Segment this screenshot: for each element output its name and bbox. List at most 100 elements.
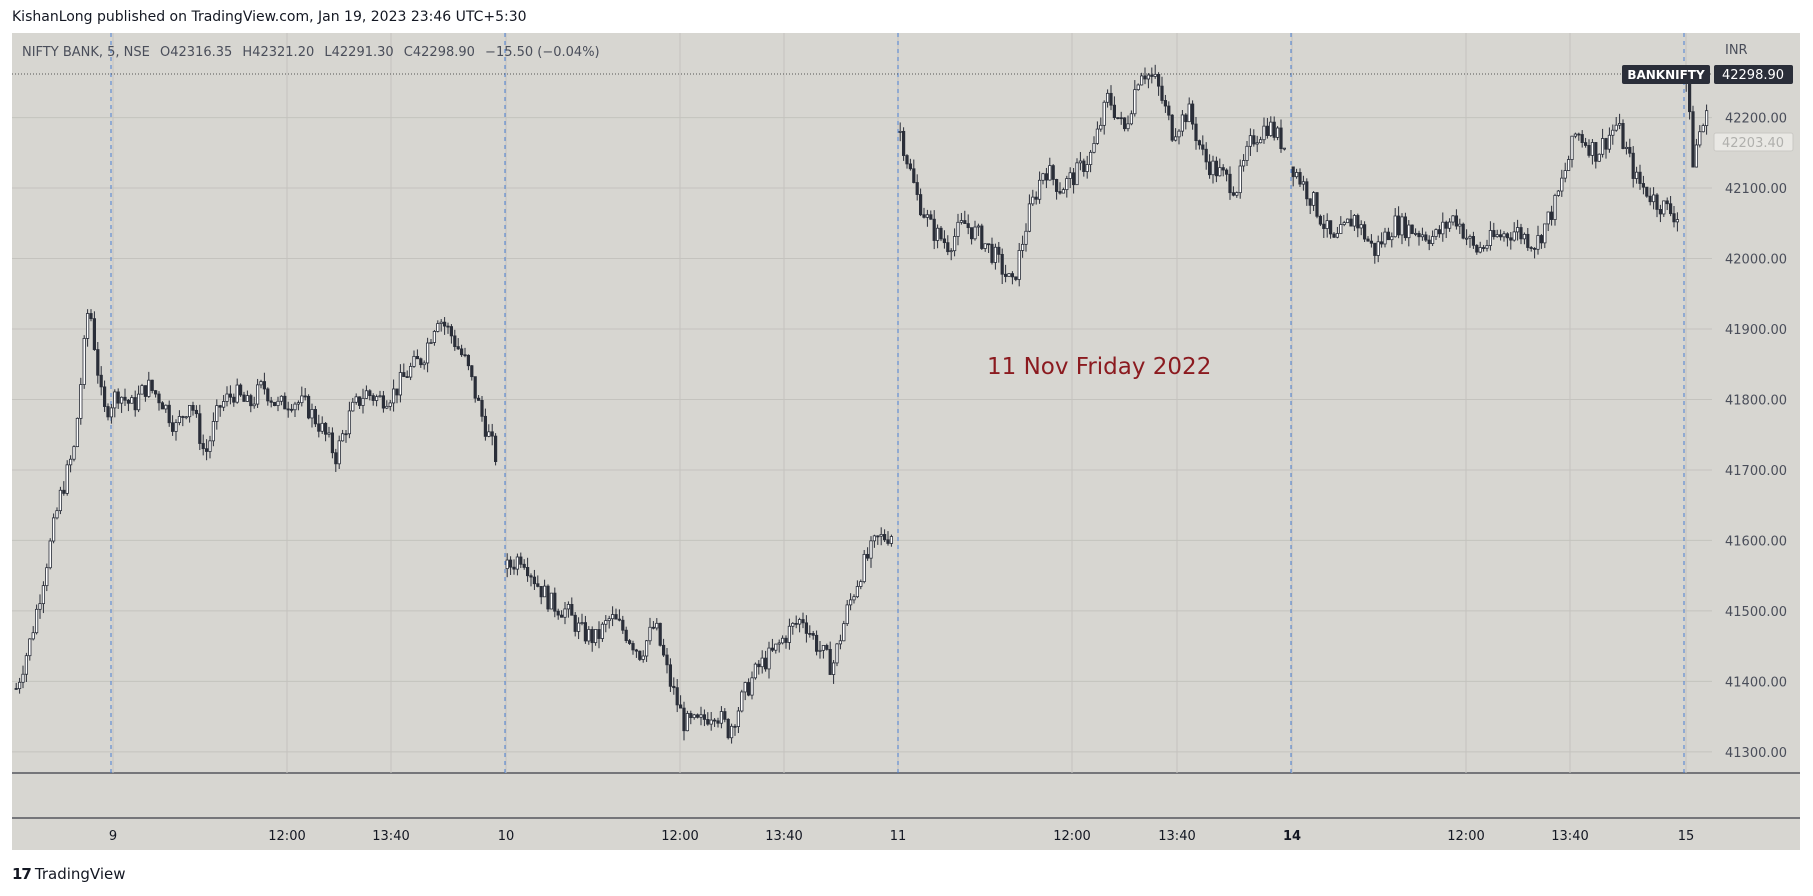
y-tick-label: 41300.00 [1725,746,1787,761]
candle-body [21,673,25,683]
candle-body [1038,179,1042,200]
legend-symbol[interactable]: NIFTY BANK, 5, NSE [22,45,150,60]
candle-body [75,417,79,448]
candle-body [942,238,947,244]
candle-body [1655,194,1659,210]
candle-body [1635,171,1639,179]
x-tick-label: 10 [498,829,515,844]
candle-body [1407,224,1411,239]
candle-body [621,619,625,631]
candle-body [1672,213,1676,223]
candle-body [655,622,659,629]
candle-body [1601,138,1605,155]
candle-body [1160,85,1164,101]
candle-body [31,632,35,640]
candle-body [1034,196,1038,200]
candle-body [1458,223,1462,227]
candle-body [255,384,260,405]
candle-body [953,236,957,252]
candle-body [1194,123,1198,142]
candle-body [879,534,883,537]
candle-body [515,556,520,570]
candle-body [866,553,870,559]
candle-body [1197,140,1201,146]
candle-body [24,655,29,675]
candle-body [1269,121,1273,136]
candle-body [72,446,76,460]
candle-body [476,397,481,401]
candle-body [1075,162,1079,186]
candle-body [238,384,243,396]
candle-body [283,395,287,410]
candle-body [1214,160,1218,177]
candle-body [966,223,970,229]
candle-body [1065,178,1069,191]
candle-body [103,386,107,407]
candle-body [1218,167,1222,177]
candle-body [1061,189,1065,194]
candle-body [1272,121,1276,138]
candle-body [1441,221,1445,235]
prev-price-value: 42203.40 [1722,136,1784,151]
candle-body [181,416,185,418]
candle-body [614,614,618,620]
candle-body [696,714,700,718]
candle-body [838,640,843,645]
candle-body [425,342,430,364]
candle-body [1339,224,1343,234]
candle-body [1044,173,1048,181]
candle-body [1638,171,1642,184]
candle-body [1332,233,1336,238]
candle-body [1136,84,1140,91]
candle-body [1495,234,1499,238]
candle-body [86,313,90,339]
candle-body [184,416,188,419]
candle-body [970,227,974,240]
candle-body [130,397,134,404]
candle-body [733,725,737,728]
candle-body [1262,125,1266,141]
candle-body [65,464,69,494]
candle-body [750,677,754,696]
candle-body [1665,200,1669,205]
candle-body [798,619,802,625]
candle-body [845,604,849,625]
candle-body [1126,123,1130,130]
candle-body [566,603,571,610]
candle-body [1400,216,1404,236]
candle-body [405,376,409,378]
candle-body [1225,169,1229,175]
candle-body [330,432,335,454]
candle-body [1010,273,1015,278]
candle-body [286,408,290,411]
candle-body [685,713,690,732]
candle-body [1587,145,1591,156]
candle-body [983,243,987,249]
candle-body [378,395,382,398]
candle-body [1414,232,1418,235]
candle-body [1106,92,1110,103]
candle-body [886,539,890,544]
candle-body [293,403,297,411]
candle-body [1427,239,1431,244]
candle-body [242,394,246,402]
candle-body [442,321,447,327]
candle-body [912,168,916,183]
candle-body [764,657,768,670]
candle-body [113,391,117,409]
x-tick-label: 13:40 [765,829,802,844]
candle-body [849,599,853,606]
candle-body [1312,192,1316,206]
candle-body [1153,73,1157,77]
tradingview-logo[interactable]: 17 TradingView [12,865,126,883]
candle-body [1082,160,1086,172]
candle-body [1143,75,1147,80]
candle-body [1055,179,1059,192]
chart-annotation[interactable]: 11 Nov Friday 2022 [987,354,1212,380]
candle-body [1298,172,1302,185]
currency-label: INR [1725,43,1748,58]
candle-body [1058,191,1062,194]
candle-body [201,443,205,450]
candle-body [323,422,328,435]
